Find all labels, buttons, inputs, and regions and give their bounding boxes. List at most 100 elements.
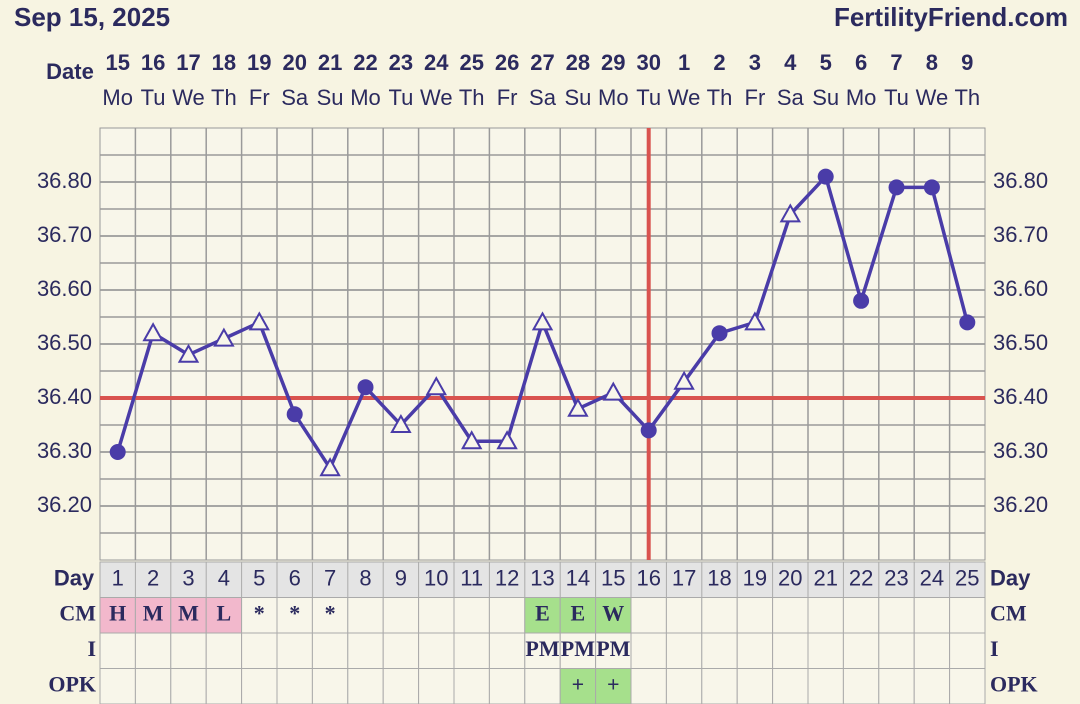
table-cell (488, 597, 526, 634)
temp-point (602, 381, 625, 401)
table-cell (807, 668, 844, 704)
table-cell (665, 597, 703, 634)
top-date: 27 (530, 50, 554, 75)
temp-point (177, 343, 200, 363)
weekday: Th (707, 85, 733, 110)
weekday: Th (954, 85, 980, 110)
weekday: Th (211, 85, 237, 110)
top-date: 4 (784, 50, 797, 75)
cycle-day: 8 (359, 566, 371, 591)
temp-point (357, 379, 374, 396)
table-cell (99, 632, 136, 669)
cycle-day: 7 (324, 566, 336, 591)
temp-point (531, 311, 554, 331)
table-cell (772, 632, 809, 669)
table-cell (559, 668, 597, 704)
cycle-day: 25 (955, 566, 979, 591)
table-cell (99, 668, 136, 704)
table-cell (276, 632, 313, 669)
weekday: Su (317, 85, 344, 110)
top-date: 26 (495, 50, 519, 75)
table-cell (276, 668, 313, 704)
y-tick-label-right: 36.80 (993, 168, 1048, 193)
y-tick-label-right: 36.50 (993, 330, 1048, 355)
table-cell (382, 632, 420, 669)
table-cell (382, 668, 420, 704)
day-label: Day (54, 566, 95, 591)
temp-point (248, 311, 271, 331)
temp-point (640, 422, 657, 439)
weekday: Su (812, 85, 839, 110)
weekday: Tu (388, 85, 413, 110)
cycle-day: 6 (289, 566, 301, 591)
top-date: 20 (282, 50, 306, 75)
top-date: 8 (926, 50, 938, 75)
table-cell (559, 632, 597, 669)
temp-point (711, 325, 728, 342)
temp-point (109, 444, 126, 460)
top-date: 6 (855, 50, 867, 75)
cycle-day: 23 (884, 566, 908, 591)
top-date: 30 (636, 50, 660, 75)
table-cell (453, 597, 490, 634)
cycle-day: 22 (849, 566, 873, 591)
table-cell (418, 632, 455, 669)
top-date: 18 (212, 50, 236, 75)
table-cell (347, 632, 384, 669)
temp-point (319, 457, 341, 477)
table-cell (311, 668, 349, 704)
table-cell (170, 597, 207, 634)
date-label: Date (46, 59, 94, 84)
weekday: Tu (141, 85, 166, 110)
table-cell (913, 632, 951, 669)
table-cell (524, 668, 561, 704)
top-date: 24 (424, 50, 449, 75)
table-cell (453, 632, 490, 669)
cycle-day: 10 (424, 566, 448, 591)
table-cell (913, 668, 951, 704)
temp-point (142, 322, 164, 342)
row-label-right: OPK (990, 671, 1038, 696)
table-cell (807, 632, 844, 669)
cycle-day: 16 (636, 566, 660, 591)
table-cell (134, 632, 172, 669)
weekday: Su (564, 85, 591, 110)
cell-text: W (602, 600, 624, 625)
weekday: Fr (745, 85, 766, 110)
top-date: 17 (176, 50, 200, 75)
temp-point (923, 179, 940, 196)
table-cell (949, 668, 986, 704)
table-cell (382, 597, 420, 634)
temp-point (888, 179, 905, 196)
y-tick-label-right: 36.60 (993, 276, 1048, 301)
temp-point (673, 370, 695, 390)
y-tick-label-right: 36.20 (993, 492, 1048, 517)
table-cell (134, 597, 172, 634)
table-cell (736, 597, 774, 634)
cell-text: H (109, 600, 126, 625)
temp-point (390, 413, 412, 433)
table-cell (736, 632, 774, 669)
table-cell (524, 597, 561, 634)
table-cell (595, 597, 632, 634)
cell-text: E (571, 600, 586, 625)
table-cell (205, 632, 243, 669)
cycle-day: 9 (395, 566, 407, 591)
temp-point (425, 376, 448, 396)
top-date: 15 (105, 50, 129, 75)
cell-text: E (535, 600, 550, 625)
cycle-day: 14 (566, 566, 590, 591)
y-tick-label-right: 36.30 (993, 438, 1048, 463)
table-cell (665, 632, 703, 669)
cell-text: * (289, 600, 300, 625)
cell-text: + (572, 671, 585, 696)
weekday: Fr (249, 85, 270, 110)
table-cell (241, 632, 278, 669)
cell-text: M (143, 600, 164, 625)
cycle-day: 24 (920, 566, 944, 591)
header-site[interactable]: FertilityFriend.com (834, 2, 1068, 32)
cell-text: M (178, 600, 199, 625)
table-cell (99, 597, 136, 634)
table-cell (134, 668, 172, 704)
